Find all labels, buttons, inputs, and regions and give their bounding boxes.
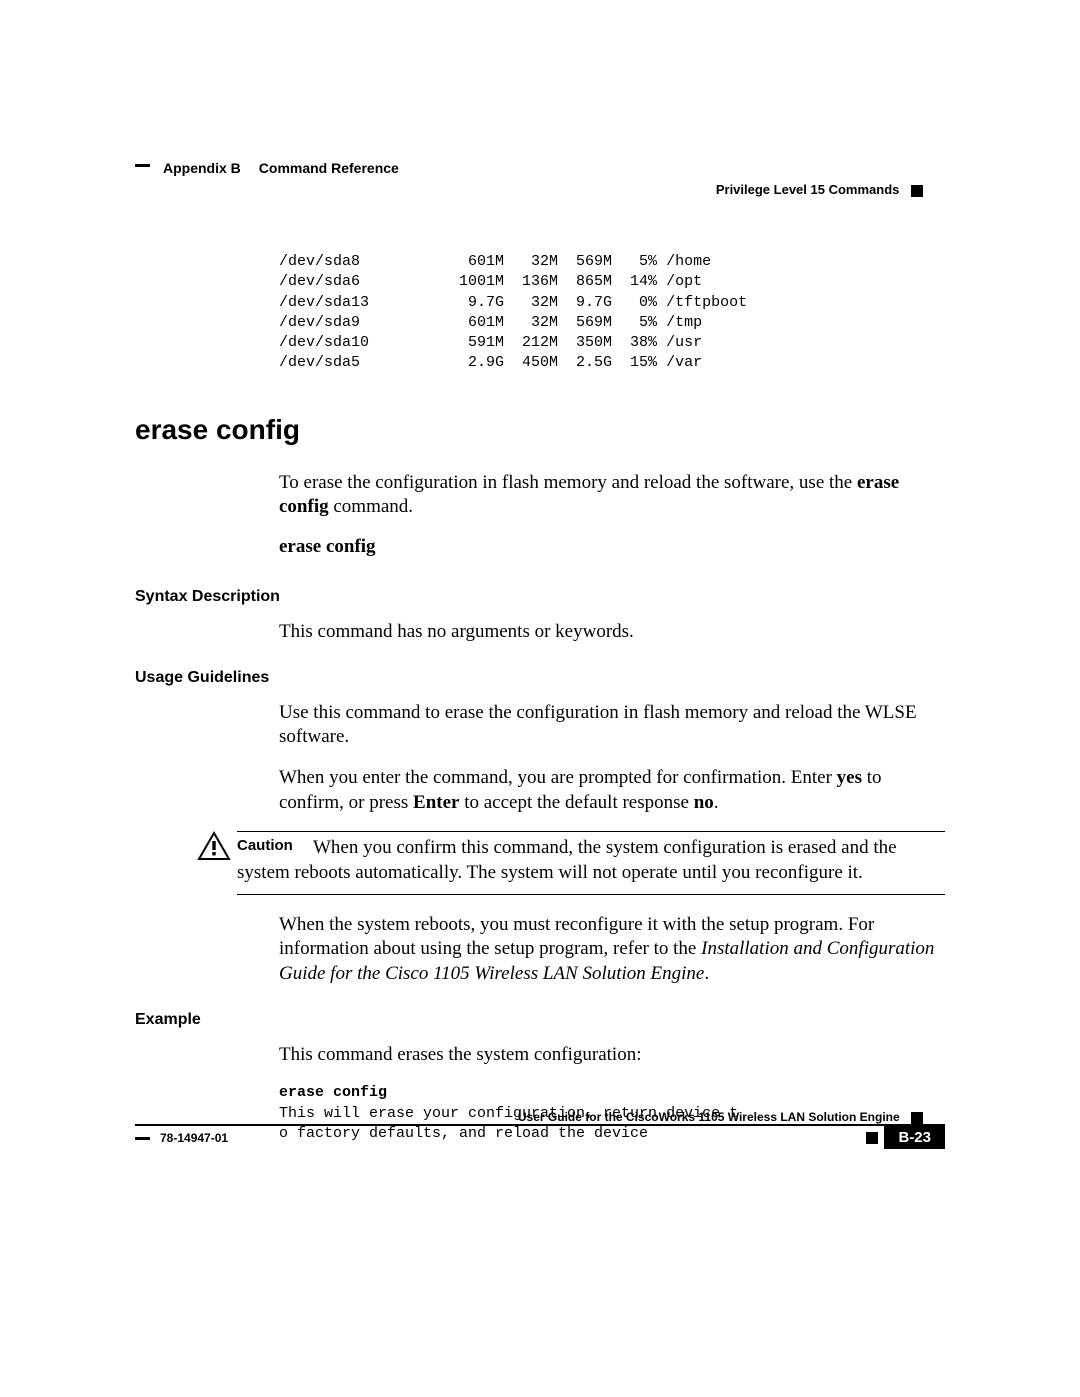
header-square-icon [911,185,923,197]
caution-label: Caution [237,836,313,856]
example-label: Example [135,1011,945,1029]
disk-table: /dev/sda8 601M 32M 569M 5% /home /dev/sd… [279,252,945,374]
caution-icon [195,831,233,861]
caution-text: CautionWhen you confirm this command, th… [237,831,945,885]
header-sub: Privilege Level 15 Commands [135,182,923,197]
footer-docid: 78-14947-01 [135,1129,228,1147]
header-sub-text: Privilege Level 15 Commands [716,182,900,197]
footer-left-rule [135,1137,150,1140]
intro-pre: To erase the configuration in flash memo… [279,472,857,493]
footer-square-icon [911,1112,923,1124]
caution-body: When you confirm this command, the syste… [237,837,897,883]
intro-post: command. [329,496,413,517]
footer: User Guide for the CiscoWorks 1105 Wirel… [135,1110,945,1147]
page-number-badge: B-23 [884,1126,945,1149]
header-appendix: Appendix B [163,160,241,176]
usage-paragraph-2: When you enter the command, you are prom… [279,766,945,815]
footer-page-wrap: B-23 [866,1129,945,1147]
example-command: erase config [279,1084,387,1101]
header-chapter: Command Reference [259,160,399,176]
intro-paragraph: To erase the configuration in flash memo… [279,471,945,520]
syntax-description-text: This command has no arguments or keyword… [279,620,945,645]
section-title: erase config [135,414,945,446]
footer-title: User Guide for the CiscoWorks 1105 Wirel… [135,1110,923,1124]
header-rule [135,164,150,167]
caution-bottom-rule [237,894,945,895]
usage-guidelines-label: Usage Guidelines [135,669,945,687]
header-row: Appendix B Command Reference [163,160,945,176]
reboot-paragraph: When the system reboots, you must reconf… [279,913,945,987]
syntax-description-label: Syntax Description [135,588,945,606]
example-description: This command erases the system configura… [279,1043,945,1068]
footer-badge-square [866,1132,878,1144]
footer-rule [135,1124,945,1126]
page: Appendix B Command Reference Privilege L… [0,0,1080,1397]
syntax-line: erase config [279,536,945,558]
footer-row: 78-14947-01 B-23 [135,1129,945,1147]
caution-block: CautionWhen you confirm this command, th… [195,831,945,885]
usage-paragraph-1: Use this command to erase the configurat… [279,701,945,750]
